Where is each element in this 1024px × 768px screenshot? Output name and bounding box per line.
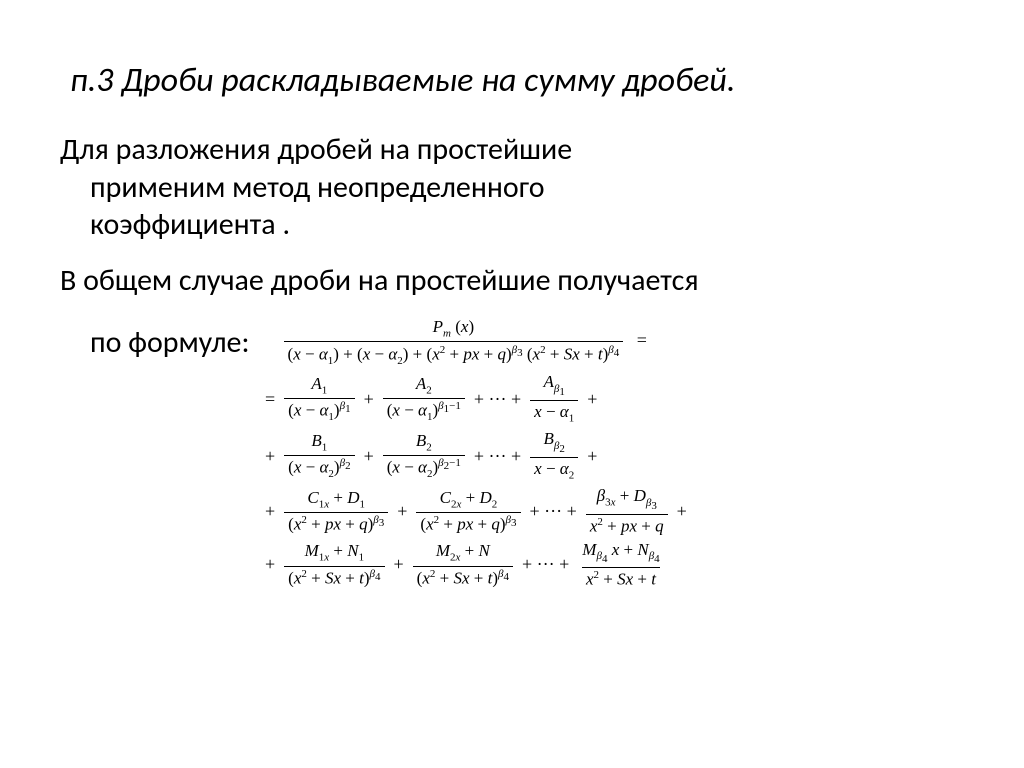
formula-main-fraction: Pm (x) (x − α1) + (x − α2) + (x2 + px + … xyxy=(280,317,652,367)
p2-line1: В общем случае дроби на простейшие получ… xyxy=(60,262,699,299)
formula-row-B: + B1 (x − α2)β2 + B2 (x − α2)β2−1 + ··· … xyxy=(260,430,964,481)
p1-line3: коэффициента . xyxy=(60,206,290,243)
paragraph-2: В общем случае дроби на простейшие получ… xyxy=(60,262,964,300)
slide-title: п.3 Дроби раскладываемые на сумму дробей… xyxy=(60,60,964,101)
formula-expansion: = A1 (x − α1)β1 + A2 (x − α1)β1−1 + ··· … xyxy=(260,373,964,587)
formula-row-C: + C1x + D1 (x2 + px + q)β3 + C2x + D2 (x… xyxy=(260,487,964,534)
slide-container: п.3 Дроби раскладываемые на сумму дробей… xyxy=(0,0,1024,614)
paragraph-1: Для разложения дробей на простейшие прим… xyxy=(60,131,964,244)
formula-row-M: + M1x + N1 (x2 + Sx + t)β4 + M2x + N (x2… xyxy=(260,541,964,588)
p2-line2: по формуле: xyxy=(60,324,250,361)
p1-line1: Для разложения дробей на простейшие xyxy=(60,131,572,168)
formula-intro-row: по формуле: Pm (x) (x − α1) + (x − α2) +… xyxy=(60,317,964,367)
formula-row-A: = A1 (x − α1)β1 + A2 (x − α1)β1−1 + ··· … xyxy=(260,373,964,424)
p1-line2: применим метод неопределенного xyxy=(60,169,545,206)
